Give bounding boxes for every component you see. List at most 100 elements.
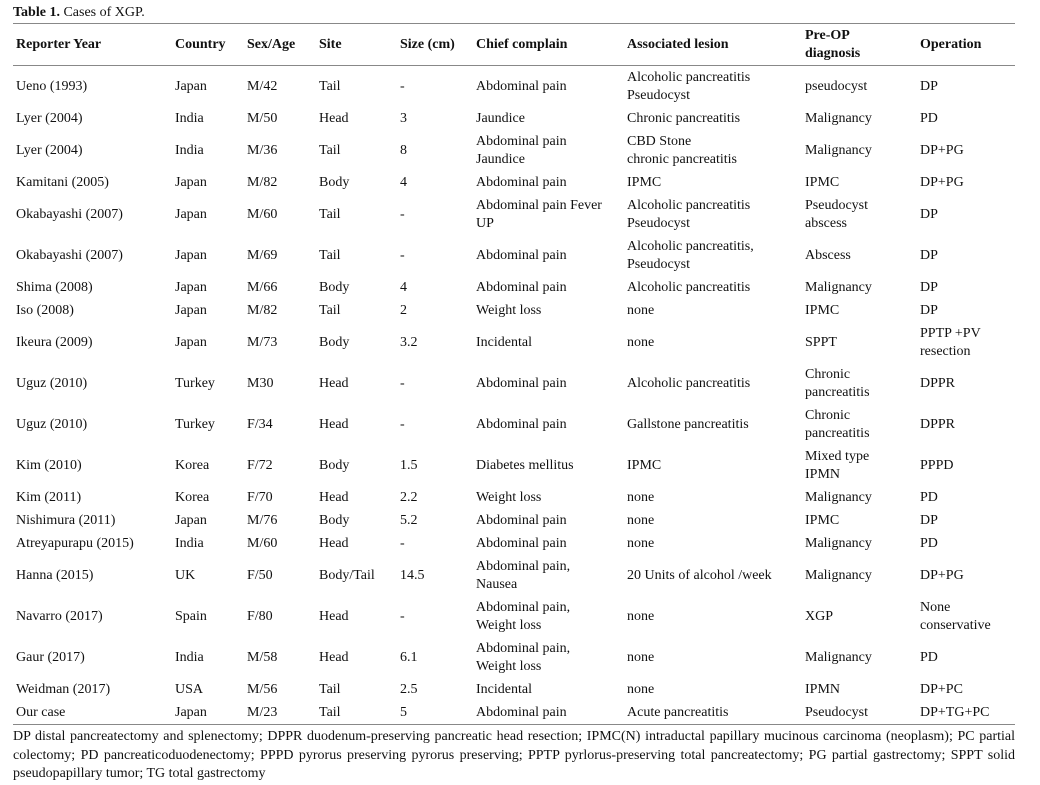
table-cell: M/69 (247, 247, 278, 263)
table-row: Uguz (2010) Turkey M30 Head - Abdominal pain A… (13, 363, 1015, 404)
table-cell: M/60 (247, 206, 278, 222)
table-cell: Acute pancreatitis (627, 704, 729, 720)
table: Reporter Year Country Sex/Age Site Size (cm)… (13, 23, 1015, 725)
table-cell: F/70 (247, 489, 273, 505)
table-cell: Abdominal pain, Weight loss (476, 599, 571, 633)
table-cell: Abdominal pain (476, 78, 567, 94)
table-cell: - (400, 416, 405, 432)
column-header: Size (cm) (397, 23, 473, 66)
table-cell: IPMC (627, 457, 662, 473)
table-cell: Kim (2010) (16, 457, 82, 473)
column-header: Site (316, 23, 397, 66)
table-cell: none (627, 334, 655, 350)
table-row: Weidman (2017) USA M/56 Tail 2.5 Incidental no… (13, 678, 1015, 701)
table-cell: Japan (175, 334, 207, 350)
table-cell: Japan (175, 279, 207, 295)
table-cell: Tail (319, 206, 341, 222)
table-cell: India (175, 142, 204, 158)
table-cell: Head (319, 535, 349, 551)
table-cell: DP+PG (920, 142, 964, 158)
table-cell: 5.2 (400, 512, 418, 528)
table-cell: DPPR (920, 375, 956, 391)
table-cell: 8 (400, 142, 407, 158)
table-cell: - (400, 78, 405, 94)
table-cell: PPPD (920, 457, 954, 473)
table-cell: Head (319, 608, 349, 624)
table-cell: Weight loss (476, 489, 542, 505)
table-cell: M/66 (247, 279, 278, 295)
table-cell: PD (920, 489, 938, 505)
table-cell: Alcoholic pancreatitis (627, 375, 751, 391)
table-cell: DPPR (920, 416, 956, 432)
table-cell: 2.2 (400, 489, 418, 505)
table-cell: Okabayashi (2007) (16, 206, 123, 222)
table-cell: Tail (319, 302, 341, 318)
table-row: Our case Japan M/23 Tail 5 Abdominal pain Acut… (13, 701, 1015, 725)
table-cell: Tail (319, 247, 341, 263)
table-cell: DP (920, 78, 938, 94)
table-row: Okabayashi (2007) Japan M/69 Tail - Abdominal… (13, 235, 1015, 276)
table-cell: Tail (319, 681, 341, 697)
table-cell: DP (920, 512, 938, 528)
table-cell: 3 (400, 110, 407, 126)
table-row: Lyer (2004) India M/36 Tail 8 Abdominal pain … (13, 130, 1015, 171)
table-cell: Body (319, 174, 350, 190)
table-cell: Mixed type IPMN (805, 448, 870, 482)
table-cell: Ikeura (2009) (16, 334, 93, 350)
table-cell: M/23 (247, 704, 278, 720)
table-cell: Ueno (1993) (16, 78, 88, 94)
table-cell: PD (920, 535, 938, 551)
table-cell: Abdominal pain (476, 416, 567, 432)
column-header: Country (172, 23, 244, 66)
table-cell: Korea (175, 489, 210, 505)
table-cell: Abdominal pain Jaundice (476, 133, 567, 167)
table-cell: M/58 (247, 649, 278, 665)
table-cell: DP+PG (920, 174, 964, 190)
table-cell: Body/Tail (319, 567, 375, 583)
table-cell: Abdominal pain, Weight loss (476, 640, 571, 674)
table-row: Atreyapurapu (2015) India M/60 Head - Abdomin… (13, 532, 1015, 555)
table-cell: none (627, 649, 655, 665)
table-cell: Tail (319, 78, 341, 94)
table-cell: Gallstone pancreatitis (627, 416, 749, 432)
table-cell: M/82 (247, 302, 278, 318)
table-row: Shima (2008) Japan M/66 Body 4 Abdominal pain… (13, 276, 1015, 299)
table-cell: M/73 (247, 334, 278, 350)
table-cell: Malignancy (805, 567, 872, 583)
table-cell: - (400, 535, 405, 551)
table-cell: 2.5 (400, 681, 418, 697)
footnote: DP distal pancreatectomy and splenectomy… (13, 729, 1015, 781)
table-cell: Body (319, 279, 350, 295)
table-cell: 5 (400, 704, 407, 720)
table-cell: Diabetes mellitus (476, 457, 574, 473)
column-header: Associated lesion (624, 23, 802, 66)
table-cell: Malignancy (805, 489, 872, 505)
table-cell: Abdominal pain (476, 279, 567, 295)
table-cell: 4 (400, 174, 407, 190)
table-body: Ueno (1993) Japan M/42 Tail - Abdominal pain A… (13, 66, 1015, 725)
table-cell: none (627, 681, 655, 697)
table-cell: 6.1 (400, 649, 418, 665)
table-cell: 20 Units of alcohol /week (627, 567, 772, 583)
caption-label: Table 1. (13, 5, 60, 20)
table-cell: Alcoholic pancreatitis Pseudocyst (627, 69, 751, 103)
table-cell: Turkey (175, 375, 215, 391)
table-cell: Japan (175, 78, 207, 94)
column-header: Chief complain (473, 23, 624, 66)
table-cell: CBD Stone chronic pancreatitis (627, 133, 738, 167)
table-cell: Head (319, 649, 349, 665)
table-cell: 3.2 (400, 334, 418, 350)
table-cell: Lyer (2004) (16, 142, 83, 158)
table-cell: Uguz (2010) (16, 416, 88, 432)
table-cell: DP (920, 247, 938, 263)
table-cell: F/34 (247, 416, 273, 432)
table-cell: none (627, 489, 655, 505)
table-cell: none (627, 512, 655, 528)
table-row: Hanna (2015) UK F/50 Body/Tail 14.5 Abdominal… (13, 555, 1015, 596)
table-cell: Iso (2008) (16, 302, 74, 318)
table-cell: Uguz (2010) (16, 375, 88, 391)
table-cell: 2 (400, 302, 407, 318)
table-cell: 14.5 (400, 567, 425, 583)
table-cell: Lyer (2004) (16, 110, 83, 126)
table-cell: M/60 (247, 535, 278, 551)
